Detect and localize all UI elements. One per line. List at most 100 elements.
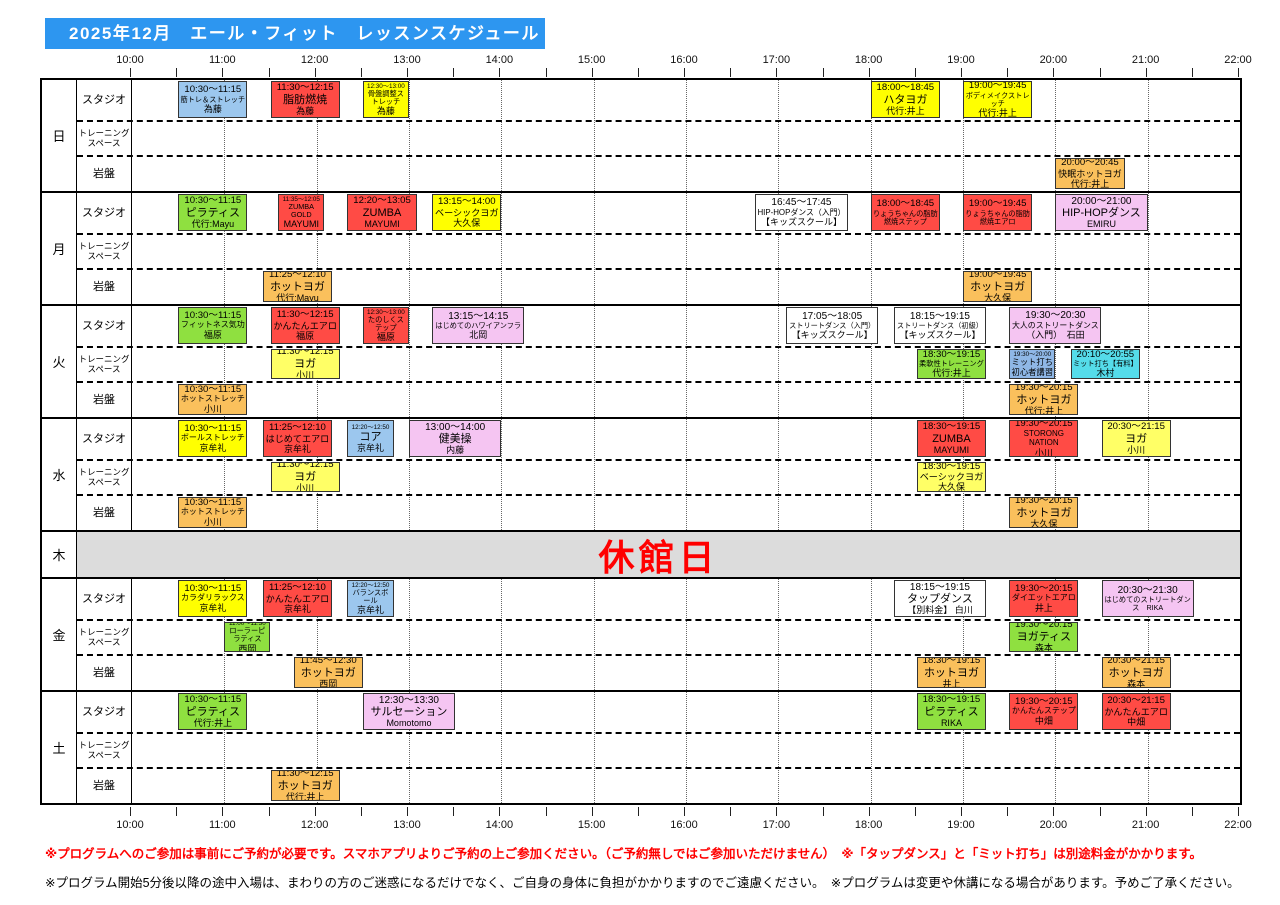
lesson-time: 18:30～19:15 (922, 349, 981, 360)
hour-label: 14:00 (485, 54, 514, 66)
lane-ganban: 11:45～12:30 ホットヨガ 西岡 18:30～19:15 ホットヨガ井上 20:3… (132, 656, 1240, 690)
hour-label: 19:00 (947, 819, 975, 831)
axis-tick (268, 807, 270, 816)
lesson-cell: 11:45～12:30 ホットヨガ 西岡 (293, 657, 363, 688)
lesson-time: 18:30～19:15 (922, 657, 981, 666)
lesson-time: 18:30～19:15 (922, 693, 981, 705)
lesson-name: ホットヨガ (970, 280, 1026, 293)
day-row-水: 水スタジオ 10:30～11:15 ボールストレッチ 京牟礼 11:25～12:10 はじ… (42, 419, 1240, 532)
axis-tick (314, 807, 316, 816)
day-row-日: 日スタジオ 10:30～11:15 筋トレ＆ストレッチ 為藤 11:30～12:15 脂肪… (42, 80, 1240, 193)
hour-gridline (593, 80, 595, 191)
time-axis-top: 10:00 11:00 12:00 13:00 14:00 15:00 16:00 17:00… (0, 54, 1280, 78)
lesson-cell: 11:35～12:05 ZUMBA GOLD MAYUMI (278, 194, 325, 231)
lesson-cell: 11:30～12:15 脂肪燃焼 為藤 (270, 81, 340, 118)
lesson-name: かんたんエアロ (273, 320, 337, 331)
lesson-time: 18:00～18:45 (876, 198, 935, 210)
axis-tick (222, 807, 224, 816)
lesson-name: ミット打ち【有料】 (1072, 359, 1138, 369)
lane-training: 11:30～12:15 ヨガ 小川 18:30～19:15 ベーシックヨガ 大久保 (132, 461, 1240, 494)
lesson-teacher: 京牟礼 (199, 443, 227, 454)
lesson-time: 11:25～12:10 (268, 582, 326, 593)
lesson-time: 18:00～18:45 (876, 81, 935, 93)
lesson-cell: 18:00～18:45 ハタヨガ 代行:井上 (870, 81, 940, 118)
axis-tick (684, 807, 685, 816)
hour-gridline (316, 80, 318, 191)
room-label-studio: スタジオ (77, 306, 132, 346)
lesson-name: 健美操 (438, 432, 472, 445)
lesson-name: ヨガティス (1016, 631, 1071, 644)
hour-label: 18:00 (854, 54, 883, 66)
lesson-name: ホットヨガ (1108, 666, 1164, 679)
lesson-teacher: 【キッズスクール】 (760, 217, 842, 228)
room-label-ganban: 岩盤 (77, 769, 132, 803)
lesson-name: サルセーション (370, 705, 448, 718)
hour-gridline (963, 80, 964, 191)
hour-gridline (778, 579, 780, 690)
lesson-teacher: 代行:井上 (932, 368, 971, 379)
lesson-cell: 20:30～21:15 ホットヨガ 森本 (1101, 657, 1171, 688)
room-separator (77, 346, 1240, 348)
lane-training: 11:00～11:30 ローラーピラティス 西岡 19:30～20:15 ヨガティス 森本 (132, 621, 1240, 654)
lesson-name: はじめてのストリートダンス RIKA (1104, 595, 1191, 613)
lesson-cell: 19:30～20:15 ホットヨガ 大久保 (1009, 497, 1079, 528)
lesson-time: 19:30～20:15 (1015, 622, 1073, 631)
lesson-teacher: 中畑 (1034, 716, 1053, 727)
lane-ganban: 11:25～12:10 ホットヨガ 代行:Mayu 19:00～19:45 ホットヨガ大… (132, 270, 1240, 304)
axis-tick (1099, 68, 1101, 77)
day-label: 金 (42, 579, 77, 690)
lesson-time: 13:00～14:00 (425, 421, 486, 433)
lesson-name: 筋トレ＆ストレッチ (180, 94, 246, 104)
lesson-cell: 13:00～14:00 健美操 内藤 (409, 420, 502, 457)
hour-gridline (778, 306, 780, 417)
lesson-name: ミット打ち (1011, 357, 1054, 368)
lane-ganban: 11:30～12:15 ホットヨガ 代行:井上 (132, 769, 1240, 803)
lesson-time: 20:00～21:00 (1071, 195, 1132, 207)
lesson-name: ストリートダンス（初級） (896, 321, 983, 331)
schedule-grid: 日スタジオ 10:30～11:15 筋トレ＆ストレッチ 為藤 11:30～12:15 脂肪… (40, 78, 1242, 805)
hour-label: 11:00 (208, 819, 236, 831)
lesson-teacher: 西岡 (319, 678, 338, 688)
time-axis-bottom: 10:00 11:00 12:00 13:00 14:00 15:00 16:00 17:00… (0, 807, 1280, 835)
room-separator (77, 268, 1240, 270)
axis-tick (1145, 68, 1147, 77)
lane-training (132, 235, 1240, 268)
lesson-name: 柔軟性トレーニング (919, 359, 984, 369)
hour-gridline (778, 193, 780, 304)
lesson-cell: 20:10～20:55 ミット打ち【有料】 木村 (1070, 349, 1140, 379)
lesson-teacher: 代行:井上 (1024, 405, 1064, 415)
hour-label: 15:00 (577, 819, 606, 831)
day-label: 土 (42, 692, 77, 803)
lane-studio: 10:30～11:15 ボールストレッチ 京牟礼 11:25～12:10 はじめてエアロ… (132, 419, 1240, 459)
room-separator (77, 459, 1240, 461)
lesson-teacher: 代行:Mayu (191, 218, 235, 229)
room-label-studio: スタジオ (77, 80, 132, 120)
hour-gridline (686, 419, 687, 530)
lesson-name: ホットヨガ (1016, 393, 1072, 406)
lesson-teacher: 代行:井上 (1070, 178, 1110, 189)
lesson-cell: 13:15～14:00 ベーシックヨガ 大久保 (432, 194, 502, 231)
lesson-time: 20:00～20:45 (1061, 158, 1119, 169)
axis-tick (407, 807, 408, 816)
hour-gridline (501, 80, 503, 191)
axis-tick (637, 68, 639, 77)
lesson-cell: 12:30～13:30 サルセーション Momotomo (362, 693, 456, 730)
lesson-teacher: 小川 (1127, 444, 1146, 455)
lesson-teacher: 初心者講習 (1011, 366, 1054, 377)
hour-gridline (501, 306, 503, 417)
axis-tick (1191, 68, 1193, 77)
hour-label: 16:00 (670, 54, 698, 66)
axis-tick (1238, 68, 1239, 77)
lesson-cell: 10:30～11:15 ピラティス 代行:井上 (178, 693, 248, 730)
lesson-teacher: 井上 (942, 678, 961, 688)
room-label-training: トレーニング スペース (77, 621, 132, 654)
lesson-cell: 19:30～20:15 STORONG NATION 小川 (1009, 420, 1079, 457)
axis-tick (776, 68, 778, 77)
axis-tick (776, 807, 778, 816)
hour-label: 15:00 (577, 54, 606, 66)
hour-gridline (409, 692, 410, 803)
lesson-teacher: 京牟礼 (356, 605, 384, 616)
lesson-time: 19:00～19:45 (968, 271, 1027, 280)
lesson-name: 快眠ホットヨガ (1058, 168, 1122, 179)
hour-gridline (870, 193, 872, 304)
